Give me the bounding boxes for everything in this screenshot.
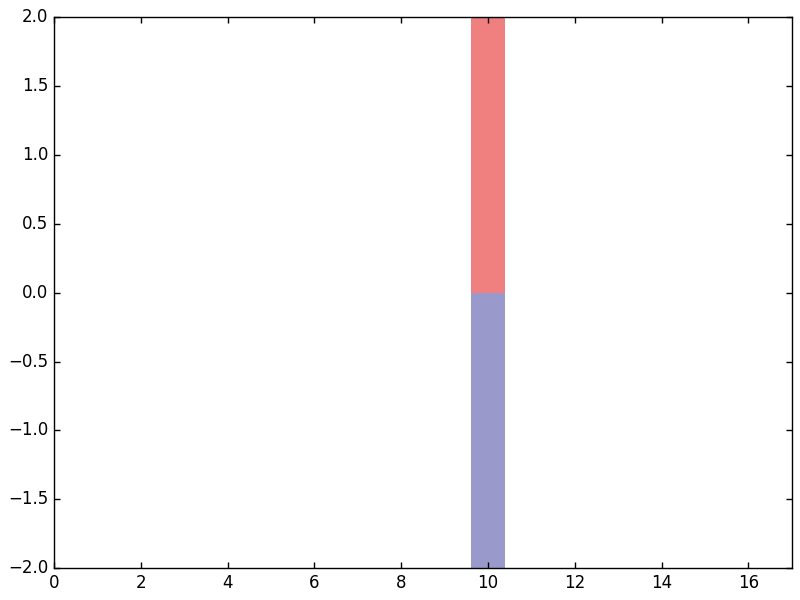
Bar [470,293,506,568]
Bar [470,17,506,293]
